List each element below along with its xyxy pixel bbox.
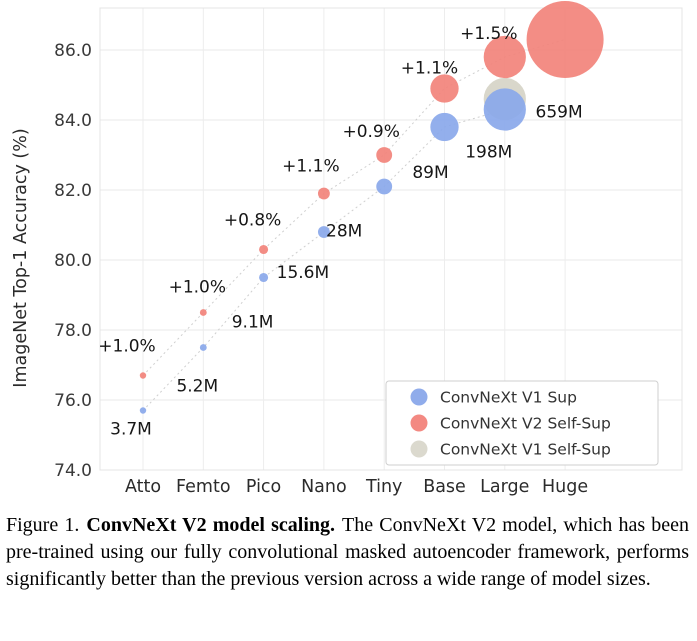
data-bubble xyxy=(376,178,393,195)
data-bubble xyxy=(259,244,269,255)
y-tick-label: 80.0 xyxy=(54,251,92,271)
data-bubble xyxy=(259,272,269,283)
y-axis-label: ImageNet Top-1 Accuracy (%) xyxy=(11,128,31,387)
annotation-label: +1.0% xyxy=(98,337,155,357)
annotation-label: 3.7M xyxy=(110,420,152,440)
annotation-label: +1.0% xyxy=(169,278,226,298)
chart-area: 74.0 76.0 78.0 80.0 82.0 84.0 86.0 Atto Femto Pic… xyxy=(11,0,683,497)
x-tick-label: Pico xyxy=(246,477,281,497)
y-tick-label: 78.0 xyxy=(54,321,92,341)
y-tick-label: 74.0 xyxy=(54,461,92,481)
legend: ConvNeXt V1 Sup ConvNeXt V2 Self-Sup ConvN… xyxy=(385,380,659,466)
annotation-label: +1.1% xyxy=(282,157,339,177)
annotation-label: 89M xyxy=(412,163,448,183)
y-tick-label: 82.0 xyxy=(54,181,92,201)
annotation-label: 15.6M xyxy=(277,263,330,283)
data-bubble xyxy=(199,309,207,316)
annotation-label: 28M xyxy=(326,222,362,242)
data-bubble xyxy=(317,226,330,238)
x-tick-label: Femto xyxy=(176,477,231,497)
series-bubbles-1 xyxy=(139,0,604,379)
annotation-label: +1.5% xyxy=(460,24,517,44)
series-bubbles-0 xyxy=(139,88,526,414)
caption-figure-label: Figure 1. xyxy=(6,514,80,536)
data-bubble xyxy=(199,344,207,351)
legend-marker xyxy=(410,440,428,458)
annotation-label: +1.1% xyxy=(401,59,458,79)
data-bubble xyxy=(430,112,459,142)
data-bubble xyxy=(376,147,393,163)
legend-label: ConvNeXt V2 Self-Sup xyxy=(440,415,611,433)
annotation-label: 659M xyxy=(536,103,583,123)
y-tick-label: 86.0 xyxy=(54,41,92,61)
x-tick-label: Large xyxy=(480,477,529,497)
x-tick-label: Base xyxy=(423,477,466,497)
annotation-label: +0.9% xyxy=(342,122,399,142)
data-bubble xyxy=(483,88,526,131)
legend-label: ConvNeXt V1 Sup xyxy=(440,389,577,407)
x-tick-label: Nano xyxy=(301,477,347,497)
model-scaling-bubble-chart: 74.0 76.0 78.0 80.0 82.0 84.0 86.0 Atto Femto Pic… xyxy=(11,0,683,497)
x-tick-label: Huge xyxy=(542,477,588,497)
y-tick-label: 76.0 xyxy=(54,391,92,411)
legend-box xyxy=(385,380,659,466)
data-bubble xyxy=(483,35,526,79)
annotation-label: 9.1M xyxy=(232,313,274,333)
caption-title: ConvNeXt V2 model scaling. xyxy=(86,514,336,536)
data-bubble xyxy=(139,372,147,379)
data-bubble xyxy=(139,407,147,414)
caption-body: The ConvNeXt V2 model, which has been pr… xyxy=(6,514,690,591)
data-bubble xyxy=(317,187,330,200)
annotation-label: 198M xyxy=(465,143,512,163)
annotation-label: +0.8% xyxy=(224,211,281,231)
x-tick-label: Tiny xyxy=(365,477,402,497)
legend-marker xyxy=(410,414,428,432)
legend-label: ConvNeXt V1 Self-Sup xyxy=(440,441,611,459)
y-tick-label: 84.0 xyxy=(54,111,92,131)
annotations: +1.0%+1.0%+0.8%+1.1%+0.9%+1.1%+1.5%3.7M5… xyxy=(98,24,582,440)
x-tick-label: Atto xyxy=(125,477,161,497)
data-bubble xyxy=(526,0,604,79)
annotation-label: 5.2M xyxy=(176,377,218,397)
axis-tick-labels: 74.0 76.0 78.0 80.0 82.0 84.0 86.0 Atto Femto Pic… xyxy=(54,41,588,497)
data-bubble xyxy=(430,74,459,103)
figure-caption: Figure 1. ConvNeXt V2 model scaling. The C… xyxy=(6,512,689,594)
legend-marker xyxy=(410,388,428,406)
